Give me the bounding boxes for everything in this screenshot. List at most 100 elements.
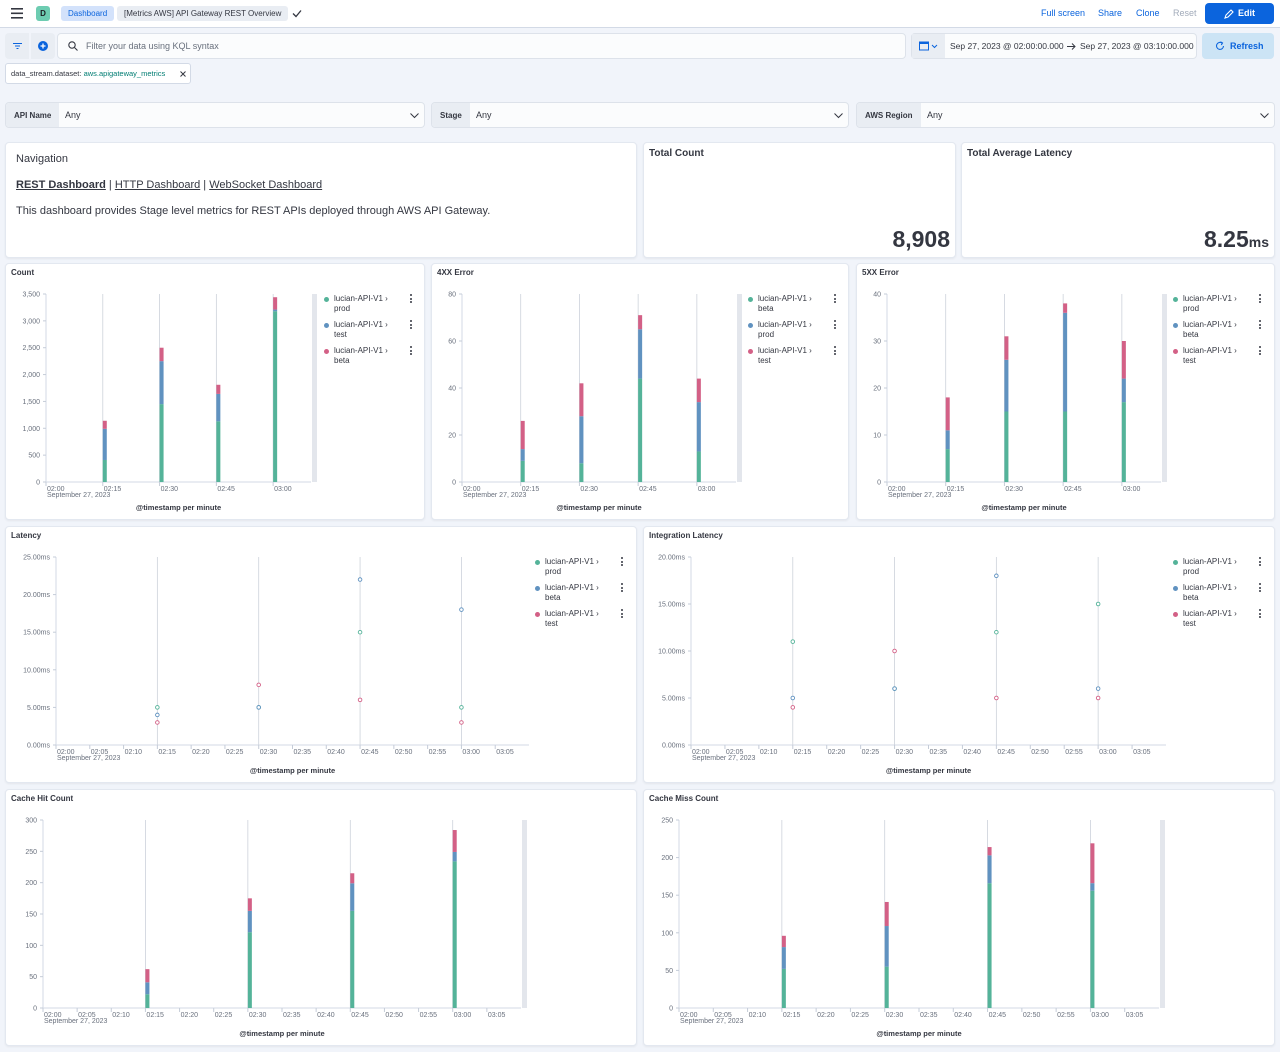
x-axis-date: September 27, 2023	[57, 755, 121, 762]
control-value: Any	[65, 110, 81, 120]
legend-swatch	[1173, 323, 1178, 328]
clone-button[interactable]: Clone	[1136, 8, 1160, 18]
legend-actions[interactable]	[621, 609, 623, 619]
legend-swatch	[748, 323, 753, 328]
chart: 0 50 100 150 200 250 300 02:00 02:05 02:10 02:15 02…	[25, 818, 527, 1038]
legend-actions[interactable]	[410, 294, 412, 304]
kebab-dot	[1259, 612, 1261, 615]
kebab-dot	[834, 327, 836, 329]
legend-item[interactable]: lucian-API-V1 › beta	[535, 583, 623, 603]
data-point	[892, 686, 897, 691]
share-button[interactable]: Share	[1098, 8, 1123, 18]
bar-segment	[987, 855, 992, 884]
full-screen-button[interactable]: Full screen	[1041, 8, 1086, 18]
kebab-dot	[1259, 323, 1261, 326]
legend-actions[interactable]	[834, 320, 836, 330]
bar-segment	[781, 968, 786, 1008]
nav-link[interactable]: HTTP Dashboard	[114, 179, 201, 191]
nav-link[interactable]: REST Dashboard	[16, 179, 106, 191]
metric-title: Total Average Latency	[967, 148, 1073, 159]
y-tick-label: 0.00ms	[662, 743, 685, 750]
legend-actions[interactable]	[621, 583, 623, 593]
legend-item[interactable]: lucian-API-V1 › prod	[748, 320, 836, 340]
metric-value: 8.25	[1204, 226, 1249, 252]
legend-item[interactable]: lucian-API-V1 › test	[1173, 346, 1261, 366]
legend-actions[interactable]	[834, 294, 836, 304]
end-date[interactable]: Sep 27, 2023 @ 03:10:00.000	[1080, 41, 1194, 51]
legend-item[interactable]: lucian-API-V1 › test	[535, 609, 623, 629]
kebab-dot	[834, 301, 836, 303]
filter-menu-button[interactable]	[5, 33, 29, 59]
x-tick-label: 02:55	[1057, 1012, 1075, 1019]
legend-item[interactable]: lucian-API-V1 › prod	[324, 294, 412, 314]
reset-button[interactable]: Reset	[1173, 8, 1197, 18]
bar-segment	[159, 404, 164, 482]
x-axis-date: September 27, 2023	[44, 1018, 108, 1025]
legend-swatch	[324, 323, 329, 328]
control[interactable]: Stage Any	[431, 102, 849, 128]
y-tick-label: 20.00ms	[658, 555, 685, 562]
legend-actions[interactable]	[1259, 346, 1261, 356]
legend-actions[interactable]	[1259, 557, 1261, 567]
nav-link[interactable]: WebSocket Dashboard	[209, 179, 323, 191]
kebab-dot	[1259, 349, 1261, 352]
x-tick-label: 02:45	[639, 486, 657, 493]
legend-label: lucian-API-V1 › beta	[545, 583, 599, 602]
legend-item[interactable]: lucian-API-V1 › prod	[1173, 557, 1261, 577]
data-point	[256, 682, 261, 688]
bar-segment	[579, 463, 584, 482]
legend-item[interactable]: lucian-API-V1 › beta	[1173, 320, 1261, 340]
refresh-button[interactable]: Refresh	[1202, 33, 1274, 59]
x-tick-label: 02:00	[463, 486, 481, 493]
edit-button[interactable]: Edit	[1205, 3, 1274, 24]
kebab-dot	[1259, 586, 1261, 589]
bar-segment	[1121, 341, 1126, 379]
space-avatar[interactable]: D	[36, 6, 50, 21]
filter-pill[interactable]: data_stream.dataset: aws.apigateway_metr…	[5, 63, 191, 84]
start-date[interactable]: Sep 27, 2023 @ 02:00:00.000	[950, 41, 1064, 51]
x-tick-label: 02:30	[249, 1012, 267, 1019]
kql-search-input[interactable]: Filter your data using KQL syntax	[57, 33, 906, 59]
legend-label: lucian-API-V1 › beta	[334, 346, 388, 365]
legend-swatch	[535, 586, 540, 591]
remove-filter[interactable]	[180, 71, 186, 77]
y-tick-label: 25.00ms	[23, 555, 50, 562]
legend-item[interactable]: lucian-API-V1 › beta	[1173, 583, 1261, 603]
add-filter-button[interactable]	[31, 33, 55, 59]
control[interactable]: API Name Any	[5, 102, 425, 128]
legend-actions[interactable]	[1259, 320, 1261, 330]
quick-menu-button[interactable]	[912, 34, 945, 58]
legend-item[interactable]: lucian-API-V1 › beta	[324, 346, 412, 366]
date-picker[interactable]: Sep 27, 2023 @ 02:00:00.000 Sep 27, 2023…	[911, 33, 1197, 59]
legend-item[interactable]: lucian-API-V1 › prod	[535, 557, 623, 577]
x-tick-label: 02:40	[963, 749, 981, 756]
legend-actions[interactable]	[410, 346, 412, 356]
scrollbar	[522, 820, 527, 1008]
legend-swatch	[535, 612, 540, 617]
legend-item[interactable]: lucian-API-V1 › test	[1173, 609, 1261, 629]
legend-item[interactable]: lucian-API-V1 › test	[748, 346, 836, 366]
breadcrumb[interactable]: Dashboard	[61, 6, 115, 21]
bar-segment	[1004, 336, 1009, 360]
kebab-dot	[1259, 294, 1261, 296]
x-tick-label: 02:30	[580, 486, 598, 493]
menu-button[interactable]	[11, 8, 23, 19]
navigation-title: Navigation	[16, 153, 68, 165]
legend-actions[interactable]	[621, 557, 623, 567]
legend-item[interactable]: lucian-API-V1 › test	[324, 320, 412, 340]
legend-actions[interactable]	[1259, 294, 1261, 304]
y-tick-label: 10	[873, 433, 881, 440]
legend-item[interactable]: lucian-API-V1 › beta	[748, 294, 836, 314]
bar-segment	[579, 383, 584, 417]
chart-title: 4XX Error	[437, 268, 474, 277]
y-tick-label: 5.00ms	[662, 696, 685, 703]
legend-actions[interactable]	[1259, 609, 1261, 619]
legend-item[interactable]: lucian-API-V1 › prod	[1173, 294, 1261, 314]
legend-actions[interactable]	[1259, 583, 1261, 593]
legend-actions[interactable]	[834, 346, 836, 356]
control[interactable]: AWS Region Any	[856, 102, 1275, 128]
saved-icon	[292, 10, 302, 18]
x-axis-date: September 27, 2023	[888, 492, 952, 499]
legend-actions[interactable]	[410, 320, 412, 330]
separator: |	[108, 179, 112, 191]
